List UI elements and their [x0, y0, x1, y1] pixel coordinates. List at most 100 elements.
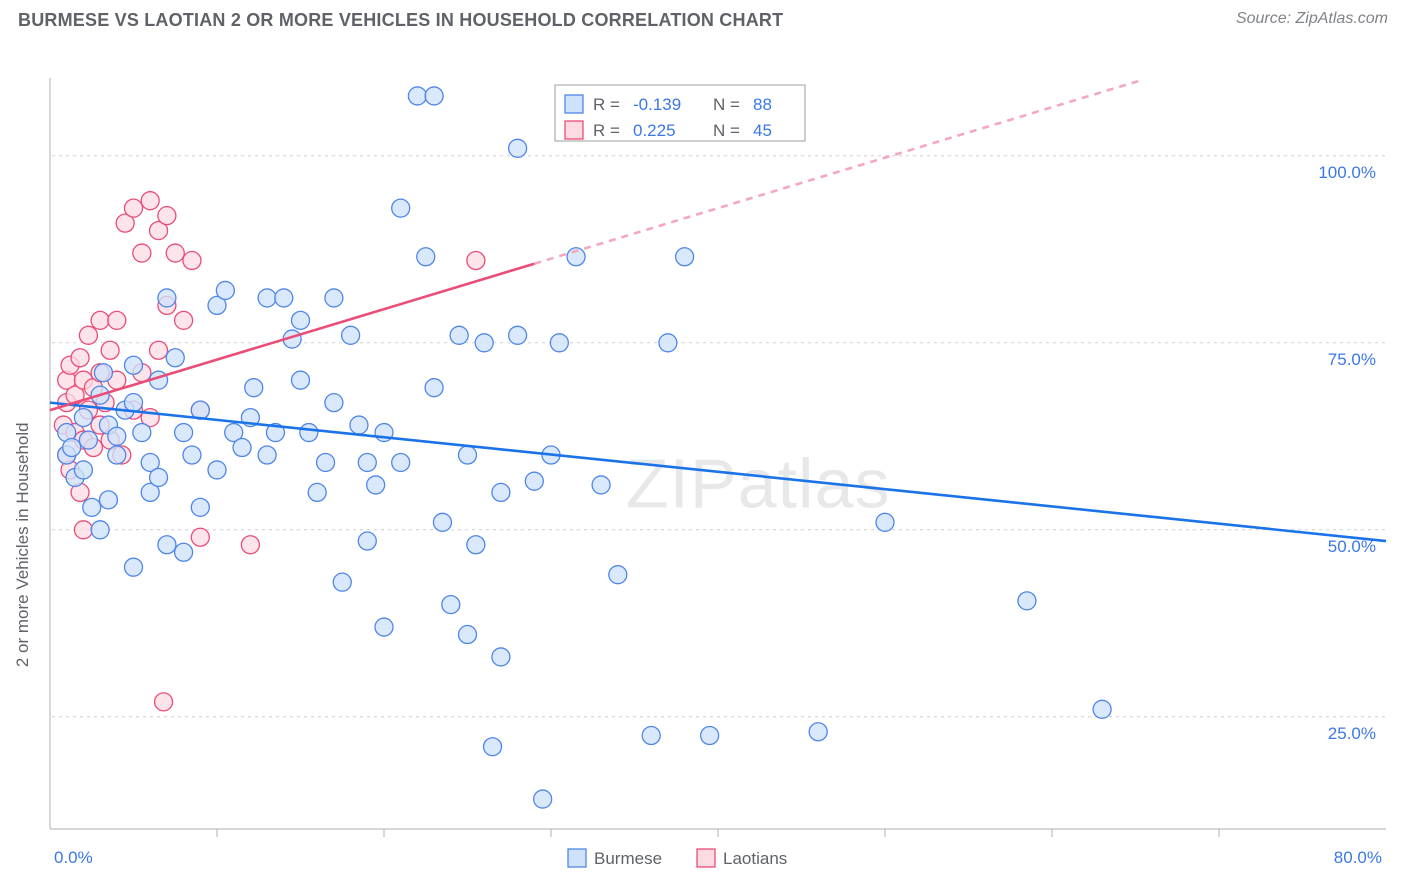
- data-point-burmese: [509, 139, 527, 157]
- data-point-laotians: [125, 199, 143, 217]
- legend-label: Laotians: [723, 849, 787, 868]
- data-point-laotians: [108, 311, 126, 329]
- data-point-burmese: [392, 453, 410, 471]
- data-point-burmese: [475, 334, 493, 352]
- data-point-burmese: [358, 532, 376, 550]
- data-point-burmese: [392, 199, 410, 217]
- y-tick-label: 100.0%: [1318, 163, 1376, 182]
- data-point-burmese: [342, 326, 360, 344]
- data-point-burmese: [108, 446, 126, 464]
- data-point-burmese: [325, 394, 343, 412]
- y-axis-label: 2 or more Vehicles in Household: [13, 422, 32, 667]
- data-point-laotians: [79, 326, 97, 344]
- data-point-burmese: [292, 311, 310, 329]
- data-point-burmese: [125, 356, 143, 374]
- data-point-burmese: [133, 424, 151, 442]
- data-point-burmese: [258, 446, 276, 464]
- data-point-burmese: [442, 596, 460, 614]
- stats-n-value: 88: [753, 95, 772, 114]
- stats-swatch: [565, 95, 583, 113]
- legend-label: Burmese: [594, 849, 662, 868]
- data-point-burmese: [534, 790, 552, 808]
- data-point-laotians: [241, 536, 259, 554]
- data-point-burmese: [425, 87, 443, 105]
- data-point-burmese: [492, 483, 510, 501]
- x-tick-label: 0.0%: [54, 848, 93, 867]
- data-point-burmese: [175, 424, 193, 442]
- data-point-laotians: [467, 252, 485, 270]
- data-point-burmese: [158, 289, 176, 307]
- data-point-burmese: [91, 521, 109, 539]
- stats-r-value: 0.225: [633, 121, 676, 140]
- y-tick-label: 75.0%: [1328, 350, 1376, 369]
- stats-n-label: N =: [713, 121, 740, 140]
- stats-r-value: -0.139: [633, 95, 681, 114]
- data-point-burmese: [308, 483, 326, 501]
- data-point-burmese: [79, 431, 97, 449]
- data-point-burmese: [83, 498, 101, 516]
- legend-swatch: [697, 849, 715, 867]
- data-point-burmese: [125, 394, 143, 412]
- data-point-burmese: [525, 472, 543, 490]
- data-point-burmese: [459, 626, 477, 644]
- data-point-burmese: [166, 349, 184, 367]
- correlation-scatter-chart: 25.0%50.0%75.0%100.0%0.0%80.0%ZIPatlasR …: [0, 35, 1406, 885]
- data-point-burmese: [484, 738, 502, 756]
- data-point-burmese: [245, 379, 263, 397]
- x-tick-label: 80.0%: [1334, 848, 1382, 867]
- data-point-burmese: [300, 424, 318, 442]
- data-point-burmese: [275, 289, 293, 307]
- stats-r-label: R =: [593, 121, 620, 140]
- data-point-burmese: [876, 513, 894, 531]
- data-point-burmese: [333, 573, 351, 591]
- data-point-burmese: [408, 87, 426, 105]
- data-point-laotians: [133, 244, 151, 262]
- data-point-burmese: [1093, 700, 1111, 718]
- data-point-burmese: [417, 248, 435, 266]
- data-point-burmese: [350, 416, 368, 434]
- data-point-burmese: [375, 618, 393, 636]
- data-point-laotians: [166, 244, 184, 262]
- data-point-laotians: [74, 521, 92, 539]
- data-point-laotians: [150, 341, 168, 359]
- data-point-laotians: [141, 192, 159, 210]
- stats-swatch: [565, 121, 583, 139]
- data-point-burmese: [216, 281, 234, 299]
- y-tick-label: 25.0%: [1328, 724, 1376, 743]
- data-point-laotians: [71, 349, 89, 367]
- data-point-burmese: [317, 453, 335, 471]
- data-point-burmese: [492, 648, 510, 666]
- data-point-burmese: [99, 491, 117, 509]
- stats-n-value: 45: [753, 121, 772, 140]
- data-point-burmese: [459, 446, 477, 464]
- data-point-burmese: [433, 513, 451, 531]
- data-point-burmese: [74, 461, 92, 479]
- data-point-burmese: [425, 379, 443, 397]
- data-point-burmese: [125, 558, 143, 576]
- data-point-burmese: [158, 536, 176, 554]
- data-point-laotians: [175, 311, 193, 329]
- data-point-burmese: [367, 476, 385, 494]
- data-point-laotians: [101, 341, 119, 359]
- data-point-burmese: [509, 326, 527, 344]
- data-point-burmese: [659, 334, 677, 352]
- data-point-burmese: [592, 476, 610, 494]
- data-point-burmese: [191, 498, 209, 516]
- data-point-laotians: [183, 252, 201, 270]
- chart-source: Source: ZipAtlas.com: [1236, 10, 1388, 28]
- data-point-laotians: [155, 693, 173, 711]
- data-point-burmese: [1018, 592, 1036, 610]
- data-point-burmese: [358, 453, 376, 471]
- data-point-burmese: [292, 371, 310, 389]
- data-point-burmese: [63, 439, 81, 457]
- data-point-burmese: [642, 727, 660, 745]
- chart-header: BURMESE VS LAOTIAN 2 OR MORE VEHICLES IN…: [0, 0, 1406, 35]
- data-point-burmese: [233, 439, 251, 457]
- data-point-burmese: [609, 566, 627, 584]
- watermark: ZIPatlas: [626, 444, 891, 522]
- data-point-burmese: [183, 446, 201, 464]
- data-point-burmese: [108, 427, 126, 445]
- data-point-burmese: [676, 248, 694, 266]
- stats-r-label: R =: [593, 95, 620, 114]
- data-point-laotians: [191, 528, 209, 546]
